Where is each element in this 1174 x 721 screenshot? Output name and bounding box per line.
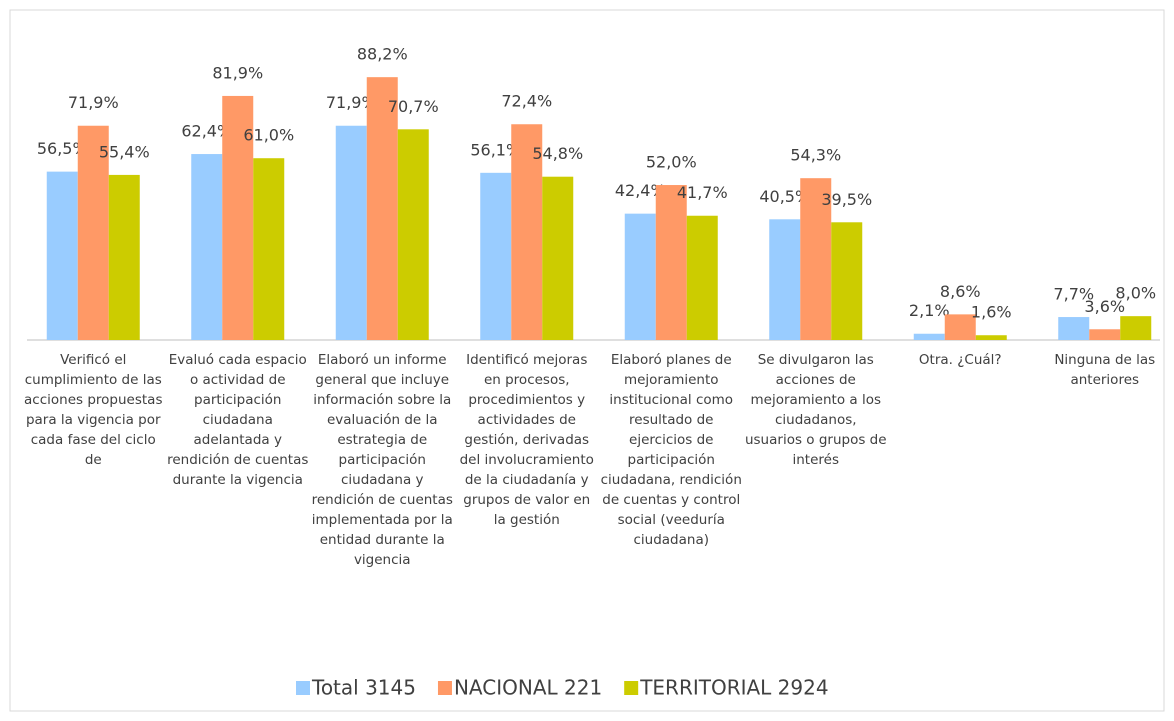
data-label: 61,0%: [243, 126, 294, 145]
x-tick-label: Ninguna de las anteriores: [1054, 352, 1156, 388]
bar: [1089, 329, 1121, 340]
data-label: 56,1%: [470, 140, 521, 159]
bar: [1058, 317, 1090, 340]
bar: [191, 154, 223, 340]
data-label: 72,4%: [501, 92, 552, 111]
legend-label: TERRITORIAL 2924: [639, 676, 828, 700]
legend-swatch: [437, 681, 452, 695]
bar: [222, 95, 254, 340]
x-tick-label: Elaboró un informe general que incluye i…: [311, 352, 453, 568]
bar: [1120, 316, 1152, 340]
x-tick-label: Se divulgaron las acciones de mejoramien…: [744, 352, 887, 468]
bar: [480, 172, 512, 340]
chart-border: [9, 9, 1165, 712]
legend-label: Total 3145: [311, 676, 416, 700]
data-label: 3,6%: [1084, 297, 1125, 316]
legend-swatch: [624, 681, 639, 695]
bar: [800, 178, 832, 340]
data-label: 54,8%: [532, 144, 583, 163]
x-tick-label: Elaboró planes de mejoramiento instituci…: [600, 352, 742, 548]
data-label: 70,7%: [388, 97, 439, 116]
bar: [397, 129, 429, 340]
legend-swatch: [296, 681, 310, 695]
bar: [831, 222, 863, 340]
bar: [944, 314, 976, 340]
bar: [46, 171, 78, 340]
bar: [624, 213, 656, 340]
data-label: 42,4%: [615, 181, 666, 200]
bar: [77, 125, 109, 340]
data-label: 7,7%: [1053, 285, 1094, 304]
legend-label: NACIONAL 221: [454, 676, 602, 700]
data-label: 55,4%: [99, 142, 150, 161]
data-label: 52,0%: [646, 153, 697, 172]
data-label: 2,1%: [909, 301, 950, 320]
bar: [253, 158, 285, 340]
bar: [108, 174, 140, 340]
data-label: 88,2%: [357, 45, 408, 64]
bar: [913, 333, 945, 340]
x-tick-label: Identificó mejoras en procesos, procedim…: [459, 352, 594, 528]
data-label: 81,9%: [212, 63, 263, 82]
data-label: 8,6%: [940, 282, 981, 301]
data-label: 71,9%: [68, 93, 119, 112]
data-label: 8,0%: [1115, 284, 1156, 303]
data-label: 56,5%: [37, 139, 88, 158]
data-label: 39,5%: [821, 190, 872, 209]
data-label: 62,4%: [181, 122, 232, 141]
bar: [542, 176, 574, 340]
x-tick-label: Evaluó cada espacio o actividad de parti…: [167, 352, 309, 488]
bar: [655, 185, 687, 340]
bar: [511, 124, 543, 340]
data-label: 41,7%: [677, 183, 728, 202]
bar: [686, 215, 718, 340]
x-tick-label: Otra. ¿Cuál?: [918, 352, 1002, 368]
x-tick-label: Verificó el cumplimiento de las acciones…: [24, 352, 163, 468]
data-label: 40,5%: [759, 187, 810, 206]
data-label: 1,6%: [971, 303, 1012, 322]
data-label: 71,9%: [326, 93, 377, 112]
bar: [366, 77, 398, 340]
bar: [975, 335, 1007, 340]
bar: [769, 219, 801, 340]
data-label: 54,3%: [790, 146, 841, 165]
bar: [335, 125, 367, 340]
